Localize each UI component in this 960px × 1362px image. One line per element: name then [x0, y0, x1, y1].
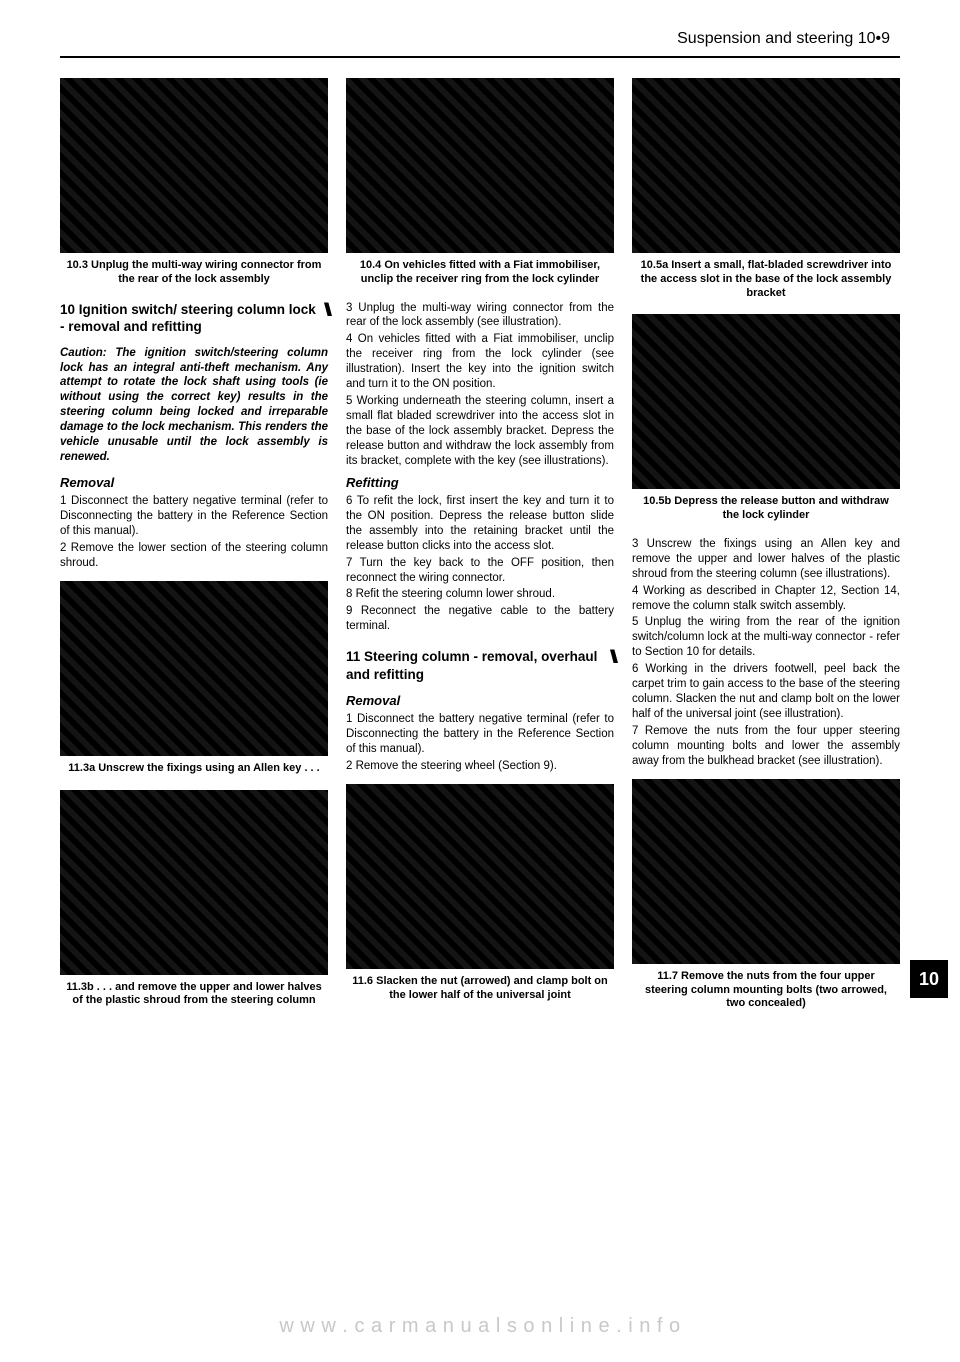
- column-1: 10.3 Unplug the multi-way wiring connect…: [60, 78, 328, 1025]
- section-10-heading: 10 Ignition switch/ steering column lock…: [60, 301, 328, 336]
- para-5: 5 Working underneath the steering column…: [346, 394, 614, 469]
- para-11-1: 1 Disconnect the battery negative termin…: [346, 712, 614, 757]
- figure-11-3b: [60, 790, 328, 975]
- figure-10-5a: [632, 78, 900, 253]
- figure-10-4: [346, 78, 614, 253]
- removal-subhead: Removal: [60, 475, 328, 490]
- section-11-heading: 11 Steering column - removal, overhaul a…: [346, 648, 614, 683]
- section-11-title: 11 Steering column - removal, overhaul a…: [346, 648, 602, 683]
- figure-11-6: [346, 784, 614, 969]
- page-tab: 10: [910, 960, 948, 998]
- figure-11-7-caption: 11.7 Remove the nuts from the four upper…: [632, 970, 900, 1011]
- removal-subhead-2: Removal: [346, 693, 614, 708]
- difficulty-icon: \\\\: [324, 301, 328, 319]
- para-3: 3 Unplug the multi-way wiring connector …: [346, 301, 614, 331]
- figure-10-5a-caption: 10.5a Insert a small, flat-bladed screwd…: [632, 259, 900, 300]
- figure-10-3-caption: 10.3 Unplug the multi-way wiring connect…: [60, 259, 328, 287]
- para-4: 4 On vehicles fitted with a Fiat immobil…: [346, 332, 614, 392]
- para-6: 6 To refit the lock, first insert the ke…: [346, 494, 614, 554]
- para-11-3: 3 Unscrew the fixings using an Allen key…: [632, 537, 900, 582]
- figure-11-7: [632, 779, 900, 964]
- figure-11-3a: [60, 581, 328, 756]
- para-11-5: 5 Unplug the wiring from the rear of the…: [632, 615, 900, 660]
- para-11-4: 4 Working as described in Chapter 12, Se…: [632, 584, 900, 614]
- column-2: 10.4 On vehicles fitted with a Fiat immo…: [346, 78, 614, 1025]
- figure-11-6-caption: 11.6 Slacken the nut (arrowed) and clamp…: [346, 975, 614, 1003]
- refitting-subhead: Refitting: [346, 475, 614, 490]
- figure-10-5b: [632, 314, 900, 489]
- figure-10-5b-caption: 10.5b Depress the release button and wit…: [632, 495, 900, 523]
- para-1: 1 Disconnect the battery negative termin…: [60, 494, 328, 539]
- figure-11-3b-caption: 11.3b . . . and remove the upper and low…: [60, 981, 328, 1009]
- figure-10-3: [60, 78, 328, 253]
- para-7: 7 Turn the key back to the OFF position,…: [346, 556, 614, 586]
- para-2: 2 Remove the lower section of the steeri…: [60, 541, 328, 571]
- content-columns: 10.3 Unplug the multi-way wiring connect…: [60, 78, 900, 1025]
- column-3: 10.5a Insert a small, flat-bladed screwd…: [632, 78, 900, 1025]
- para-8: 8 Refit the steering column lower shroud…: [346, 587, 614, 602]
- page-header: Suspension and steering 10•9: [60, 30, 900, 48]
- footer-watermark: w w w . c a r m a n u a l s o n l i n e …: [0, 1315, 960, 1338]
- caution-text: Caution: The ignition switch/steering co…: [60, 346, 328, 466]
- para-9: 9 Reconnect the negative cable to the ba…: [346, 604, 614, 634]
- para-11-2: 2 Remove the steering wheel (Section 9).: [346, 759, 614, 774]
- difficulty-icon: \\\\: [610, 648, 614, 666]
- figure-10-4-caption: 10.4 On vehicles fitted with a Fiat immo…: [346, 259, 614, 287]
- header-rule: [60, 56, 900, 58]
- section-10-title: 10 Ignition switch/ steering column lock…: [60, 301, 316, 336]
- para-11-7: 7 Remove the nuts from the four upper st…: [632, 724, 900, 769]
- figure-11-3a-caption: 11.3a Unscrew the fixings using an Allen…: [60, 762, 328, 776]
- para-11-6: 6 Working in the drivers footwell, peel …: [632, 662, 900, 722]
